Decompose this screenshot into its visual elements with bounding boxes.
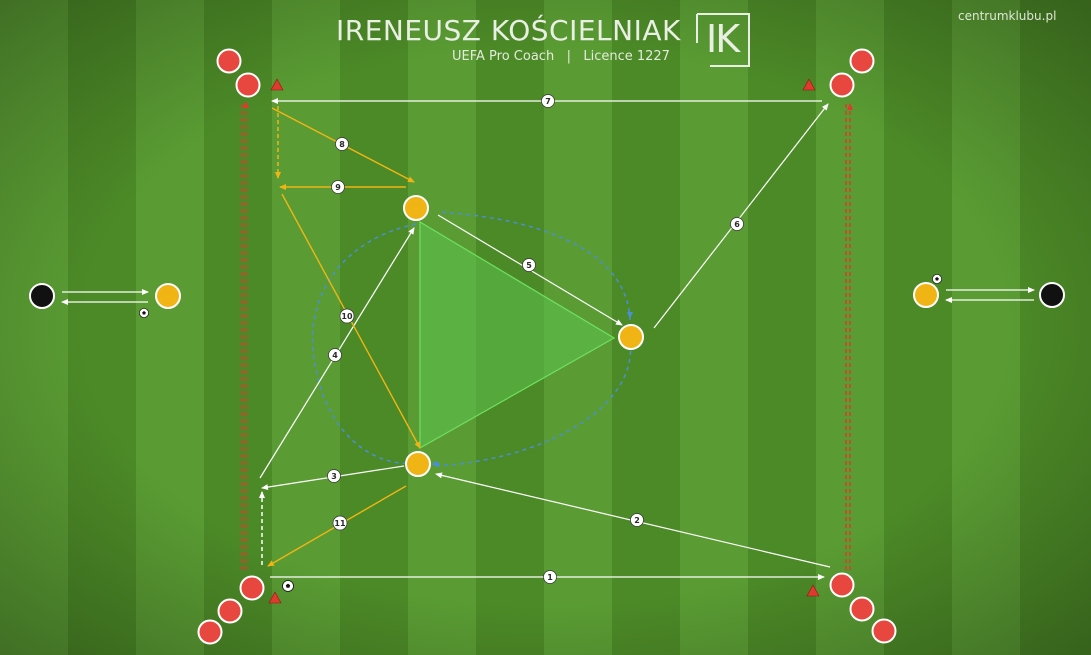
pass-label-1: 1: [544, 571, 557, 584]
svg-text:7: 7: [545, 97, 551, 106]
svg-text:9: 9: [335, 183, 341, 192]
site-watermark: centrumklubu.pl: [958, 9, 1056, 23]
pass-label-10: 10: [340, 309, 354, 323]
svg-text:8: 8: [339, 140, 345, 149]
coach-name: IRENEUSZ KOŚCIELNIAK: [336, 14, 681, 47]
svg-text:3: 3: [331, 472, 337, 481]
pass-label-8: 8: [336, 138, 349, 151]
pass-label-4: 4: [329, 349, 342, 362]
svg-text:11: 11: [334, 519, 346, 528]
svg-text:5: 5: [526, 261, 532, 270]
svg-text:4: 4: [332, 351, 338, 360]
svg-text:2: 2: [634, 516, 640, 525]
coach-subtitle: UEFA Pro Coach | Licence 1227: [452, 49, 670, 64]
pass-label-11: 11: [333, 516, 347, 530]
svg-text:1: 1: [547, 573, 553, 582]
pass-label-6: 6: [731, 218, 744, 231]
pass-label-9: 9: [332, 181, 345, 194]
pass-label-3: 3: [328, 470, 341, 483]
pass-label-2: 2: [631, 514, 644, 527]
pass-label-7: 7: [542, 95, 555, 108]
logo-letters: IK: [706, 17, 738, 61]
ball-icon: [932, 274, 941, 283]
ball-icon: [283, 581, 294, 592]
svg-text:10: 10: [341, 312, 353, 321]
pass-label-5: 5: [523, 259, 536, 272]
svg-text:6: 6: [734, 220, 740, 229]
ball-icon: [139, 308, 148, 317]
